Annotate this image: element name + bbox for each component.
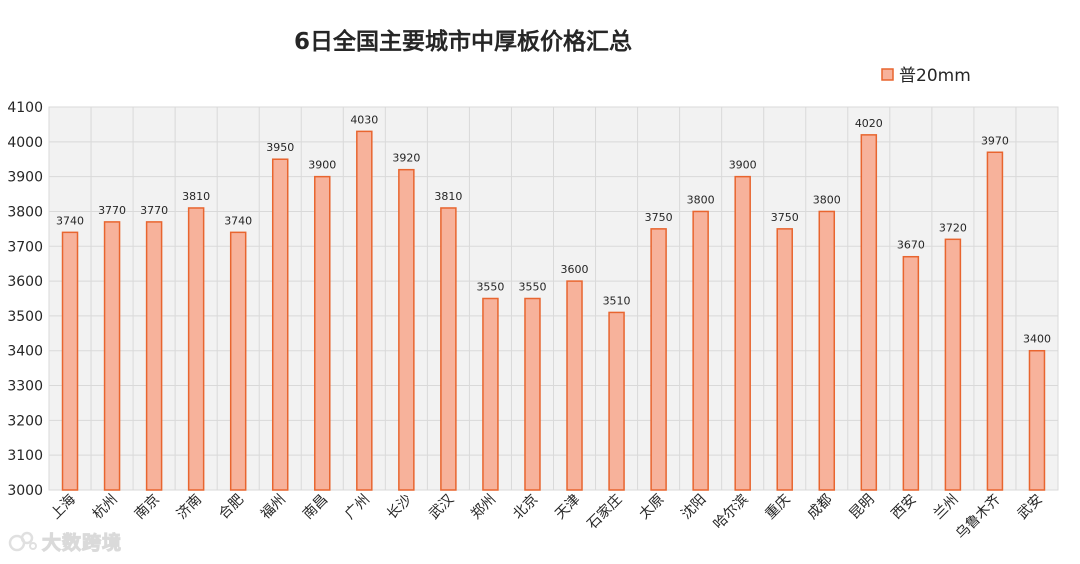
data-label: 3800: [813, 193, 841, 206]
y-tick-label: 3300: [7, 379, 43, 395]
data-label: 3670: [897, 239, 925, 252]
data-label: 3750: [645, 211, 673, 224]
watermark-text: 大数跨境: [41, 532, 123, 555]
x-tick-label: 北京: [510, 492, 541, 523]
x-tick-label: 福州: [258, 492, 289, 523]
data-label: 3510: [603, 294, 631, 307]
x-tick-label: 成都: [804, 492, 835, 523]
bar: [103, 221, 121, 491]
bars: [61, 130, 1046, 491]
y-tick-label: 3600: [7, 274, 43, 290]
x-tick-label: 武汉: [426, 492, 457, 523]
bar: [356, 130, 373, 491]
x-tick-label: 郑州: [468, 492, 499, 523]
y-tick-label: 4000: [7, 135, 43, 151]
bar: [314, 175, 331, 491]
data-label: 3900: [729, 159, 757, 172]
x-tick-label: 昆明: [847, 492, 878, 523]
x-tick-label: 石家庄: [584, 491, 626, 533]
bar: [271, 158, 289, 491]
x-tick-label: 长沙: [384, 492, 415, 523]
bar: [61, 231, 79, 491]
x-tick-label: 哈尔滨: [711, 492, 752, 533]
data-label: 3770: [140, 204, 168, 217]
x-tick-label: 广州: [342, 492, 373, 523]
data-label: 4030: [350, 113, 378, 126]
x-axis: 上海 杭州 南京 济南 合肥 福州 南昌 广州 长沙 武汉 郑州 北京 天津 石家庄 太原 沈阳 哈尔滨 重庆 成都…: [48, 491, 1046, 543]
bar: [902, 255, 920, 491]
y-tick-label: 3800: [7, 204, 43, 220]
bar: [692, 210, 709, 491]
data-label: 3550: [476, 281, 504, 294]
x-tick-label: 武安: [1015, 492, 1046, 523]
data-label: 3810: [182, 190, 210, 203]
data-label: 3900: [308, 159, 336, 172]
bar: [860, 134, 878, 491]
data-label: 3400: [1023, 333, 1051, 346]
bar: [1028, 349, 1046, 491]
x-tick-label: 西安: [889, 492, 920, 523]
x-tick-label: 上海: [48, 492, 79, 523]
watermark: 大数跨境: [8, 528, 122, 555]
data-label: 3920: [392, 152, 420, 165]
y-tick-label: 4100: [7, 100, 43, 116]
y-tick-label: 3100: [7, 448, 43, 464]
bar: [776, 228, 793, 491]
data-label: 3740: [56, 214, 84, 227]
x-tick-label: 沈阳: [678, 492, 709, 523]
bar: [608, 311, 625, 491]
data-label: 3950: [266, 141, 294, 154]
x-tick-label: 济南: [174, 492, 205, 523]
data-label: 3720: [939, 221, 967, 234]
bar: [398, 168, 415, 491]
y-axis: 3000 3100 3200 3300 3400 3500 3600 3700 3800 3900…: [7, 100, 43, 499]
y-tick-label: 3200: [7, 413, 43, 429]
y-tick-label: 3700: [7, 239, 43, 255]
legend-label: 普20mm: [899, 66, 971, 86]
chart-title: 6日全国主要城市中厚板价格汇总: [294, 28, 632, 55]
bar: [734, 175, 751, 491]
x-tick-label: 兰州: [931, 492, 962, 523]
x-tick-label: 南京: [132, 492, 163, 523]
data-label: 3970: [981, 134, 1009, 147]
y-tick-label: 3900: [7, 170, 43, 186]
legend: 普20mm: [881, 66, 971, 86]
bar: [944, 238, 962, 491]
gridlines: [48, 106, 1059, 491]
watermark-logo-icon: [8, 531, 37, 551]
bar: [229, 231, 247, 491]
x-tick-label: 太原: [636, 492, 667, 523]
data-label: 3550: [518, 281, 546, 294]
y-tick-label: 3500: [7, 309, 43, 325]
bar: [524, 297, 541, 491]
x-tick-label: 合肥: [216, 492, 247, 523]
bar: [145, 221, 163, 491]
bar: [482, 297, 499, 491]
data-label: 3600: [561, 263, 589, 276]
bar: [818, 210, 836, 491]
data-labels: 3740 3770 3770 3810 3740 3950 3900 4030 3920 3810…: [56, 113, 1051, 345]
bar: [650, 228, 667, 491]
x-tick-label: 杭州: [90, 492, 121, 523]
bar: [440, 207, 457, 491]
x-tick-label: 天津: [552, 492, 583, 523]
data-label: 3800: [687, 193, 715, 206]
y-tick-label: 3000: [7, 483, 43, 499]
bar: [566, 280, 583, 491]
bar: [986, 151, 1004, 491]
data-label: 3810: [434, 190, 462, 203]
data-label: 3770: [98, 204, 126, 217]
data-label: 4020: [855, 117, 883, 130]
bar: [187, 207, 205, 491]
x-tick-label: 重庆: [762, 492, 793, 523]
x-tick-label: 南昌: [300, 492, 331, 523]
data-label: 3740: [224, 214, 252, 227]
data-label: 3750: [771, 211, 799, 224]
legend-swatch: [881, 68, 894, 81]
x-tick-label: 乌鲁木齐: [953, 492, 1004, 543]
y-tick-label: 3400: [7, 344, 43, 360]
